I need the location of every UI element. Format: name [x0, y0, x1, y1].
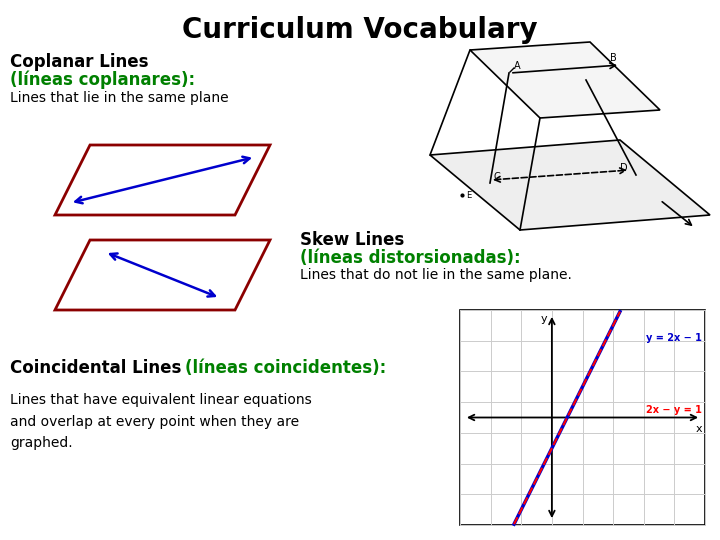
Text: C: C: [494, 172, 500, 182]
Text: (líneas distorsionadas):: (líneas distorsionadas):: [300, 249, 521, 267]
Text: Skew Lines: Skew Lines: [300, 231, 404, 249]
Polygon shape: [430, 140, 710, 230]
Text: Coincidental Lines: Coincidental Lines: [10, 359, 187, 377]
Text: Lines that have equivalent linear equations
and overlap at every point when they: Lines that have equivalent linear equati…: [10, 393, 312, 450]
Text: y = 2x − 1: y = 2x − 1: [646, 333, 702, 343]
Text: (líneas coincidentes):: (líneas coincidentes):: [185, 359, 386, 377]
Text: 2x − y = 1: 2x − y = 1: [646, 405, 702, 415]
Text: y: y: [541, 314, 547, 324]
Text: x: x: [696, 423, 702, 434]
Bar: [460, 310, 705, 525]
Text: Curriculum Vocabulary: Curriculum Vocabulary: [182, 16, 538, 44]
Text: D: D: [620, 163, 628, 173]
Text: Lines that do not lie in the same plane.: Lines that do not lie in the same plane.: [300, 268, 572, 282]
Text: B: B: [610, 53, 617, 63]
Text: A: A: [514, 61, 521, 71]
Text: Lines that lie in the same plane: Lines that lie in the same plane: [10, 91, 229, 105]
Text: (líneas coplanares):: (líneas coplanares):: [10, 71, 195, 89]
Polygon shape: [470, 42, 660, 118]
Text: E: E: [466, 192, 472, 200]
Text: Coplanar Lines: Coplanar Lines: [10, 53, 148, 71]
